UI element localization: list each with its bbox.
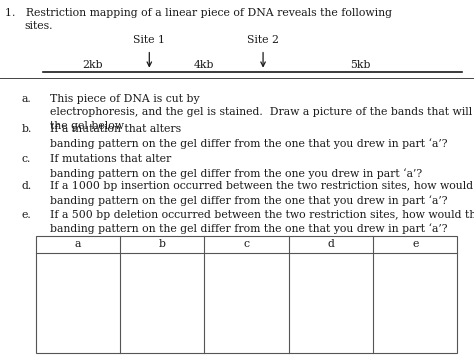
Text: If a 500 bp deletion occurred between the two restriction sites, how would the: If a 500 bp deletion occurred between th… [50,210,474,220]
Text: banding pattern on the gel differ from the one that you drew in part ‘a’?: banding pattern on the gel differ from t… [50,195,447,206]
Text: banding pattern on the gel differ from the one that you drew in part ‘a’?: banding pattern on the gel differ from t… [50,223,447,234]
Text: the gel below: the gel below [50,121,124,131]
Text: This piece of DNA is cut by: This piece of DNA is cut by [50,94,203,104]
Text: If a 1000 bp insertion occurred between the two restriction sites, how would the: If a 1000 bp insertion occurred between … [50,181,474,192]
Text: e.: e. [21,210,31,220]
Text: a: a [74,239,81,249]
Text: e: e [412,239,419,249]
Text: Site 1: Site 1 [133,35,165,45]
Text: If a mutation that alters: If a mutation that alters [50,124,184,134]
Text: b: b [159,239,165,249]
Text: a.: a. [21,94,31,104]
Text: d.: d. [21,181,32,192]
Text: d: d [328,239,334,249]
Text: Site 2: Site 2 [247,35,279,45]
Text: sites.: sites. [25,21,53,31]
Text: 1.   Restriction mapping of a linear piece of DNA reveals the following: 1. Restriction mapping of a linear piece… [5,8,395,18]
Text: b.: b. [21,124,32,134]
Text: banding pattern on the gel differ from the one you drew in part ‘a’?: banding pattern on the gel differ from t… [50,168,422,179]
Text: 4kb: 4kb [193,60,214,70]
Text: electrophoresis, and the gel is stained.  Draw a picture of the bands that will : electrophoresis, and the gel is stained.… [50,107,474,117]
Text: c: c [244,239,249,249]
Text: c.: c. [21,154,31,164]
Bar [36,236,457,353]
Text: If mutations that alter: If mutations that alter [50,154,174,164]
Text: banding pattern on the gel differ from the one that you drew in part ‘a’?: banding pattern on the gel differ from t… [50,138,447,149]
Text: 2kb: 2kb [82,60,103,70]
Text: 5kb: 5kb [350,60,371,70]
